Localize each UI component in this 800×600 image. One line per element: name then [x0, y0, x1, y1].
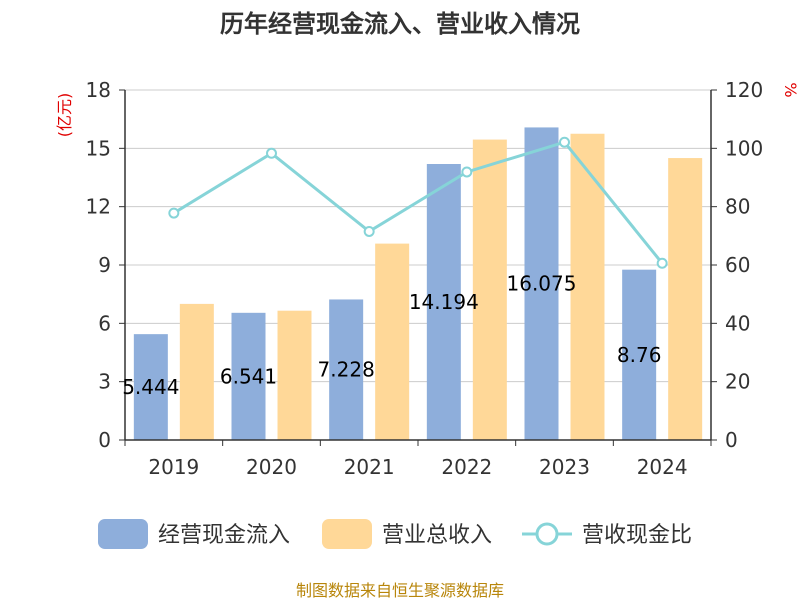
revenue-bar	[472, 139, 507, 441]
revenue-bar	[668, 158, 703, 441]
ratio-point	[461, 166, 473, 178]
cash-inflow-bar	[622, 269, 657, 440]
x-axis-tick-label: 2020	[246, 455, 297, 479]
bars	[133, 127, 703, 441]
right-axis-tick-label: 100	[725, 136, 763, 160]
right-axis-tick-label: 40	[725, 311, 750, 335]
x-axis-tick-label: 2022	[441, 455, 492, 479]
x-axis-tick-label: 2019	[148, 455, 199, 479]
right-axis-tick-label: 120	[725, 78, 763, 102]
cash-inflow-data-label: 7.228	[318, 358, 375, 382]
ratio-line	[168, 136, 668, 269]
revenue-bar	[277, 310, 312, 440]
ratio-point	[656, 257, 668, 269]
x-axis-tick-label: 2024	[637, 455, 688, 479]
cash-inflow-bar	[133, 334, 168, 440]
ratio-point	[559, 136, 570, 148]
legend-swatch-ratio-marker	[535, 522, 559, 546]
source-note: 制图数据来自恒生聚源数据库	[296, 581, 504, 600]
legend-label-cash-inflow: 经营现金流入	[158, 523, 290, 548]
right-axis-unit: %	[781, 82, 800, 97]
left-axis-tick-label: 18	[86, 78, 111, 102]
right-axis-tick-label: 20	[725, 370, 750, 394]
ratio-point	[266, 147, 277, 159]
cash-inflow-bar	[524, 127, 559, 441]
chart-title: 历年经营现金流入、营业收入情况	[220, 10, 580, 38]
revenue-bar	[375, 243, 410, 440]
ratio-line-path	[173, 140, 664, 265]
cash-inflow-bar	[231, 312, 266, 440]
grid-lines	[125, 89, 711, 383]
right-axis-tick-label: 0	[725, 428, 738, 452]
legend-swatch-revenue	[322, 519, 372, 549]
x-axis-tick-label: 2021	[344, 455, 395, 479]
left-axis-tick-label: 15	[86, 136, 111, 160]
legend-swatch-cash-inflow	[98, 519, 148, 549]
cash-inflow-data-label: 14.194	[409, 290, 479, 314]
legend: 经营现金流入 营业总收入 营收现金比	[98, 519, 692, 549]
left-axis-unit: (亿元)	[55, 93, 74, 138]
x-axis-tick-label: 2023	[539, 455, 590, 479]
legend-label-ratio: 营收现金比	[582, 523, 692, 548]
ratio-point	[363, 225, 375, 237]
axes: 0 3 6 9 12 15 18 0 20 40 60 80 100 120 2019 2020 2021 202…	[86, 78, 764, 479]
cash-inflow-bar	[426, 164, 461, 440]
revenue-bar	[179, 303, 214, 440]
left-axis-tick-label: 6	[98, 311, 111, 335]
cash-inflow-data-label: 5.444	[122, 375, 179, 399]
data-labels: 5.444 6.541 7.228 14.194 16.075 8.76	[122, 272, 661, 399]
left-axis-tick-label: 0	[98, 428, 111, 452]
ratio-point	[168, 207, 180, 219]
cash-inflow-data-label: 8.76	[617, 343, 662, 367]
legend-label-revenue: 营业总收入	[382, 523, 492, 548]
right-axis-tick-label: 80	[725, 195, 750, 219]
cash-inflow-bar	[329, 299, 364, 440]
left-axis-tick-label: 9	[98, 253, 111, 277]
cash-inflow-data-label: 16.075	[507, 272, 577, 296]
left-axis-tick-label: 12	[86, 195, 111, 219]
right-axis-tick-label: 60	[725, 253, 750, 277]
left-axis-tick-label: 3	[98, 370, 111, 394]
cash-inflow-data-label: 6.541	[220, 364, 277, 388]
